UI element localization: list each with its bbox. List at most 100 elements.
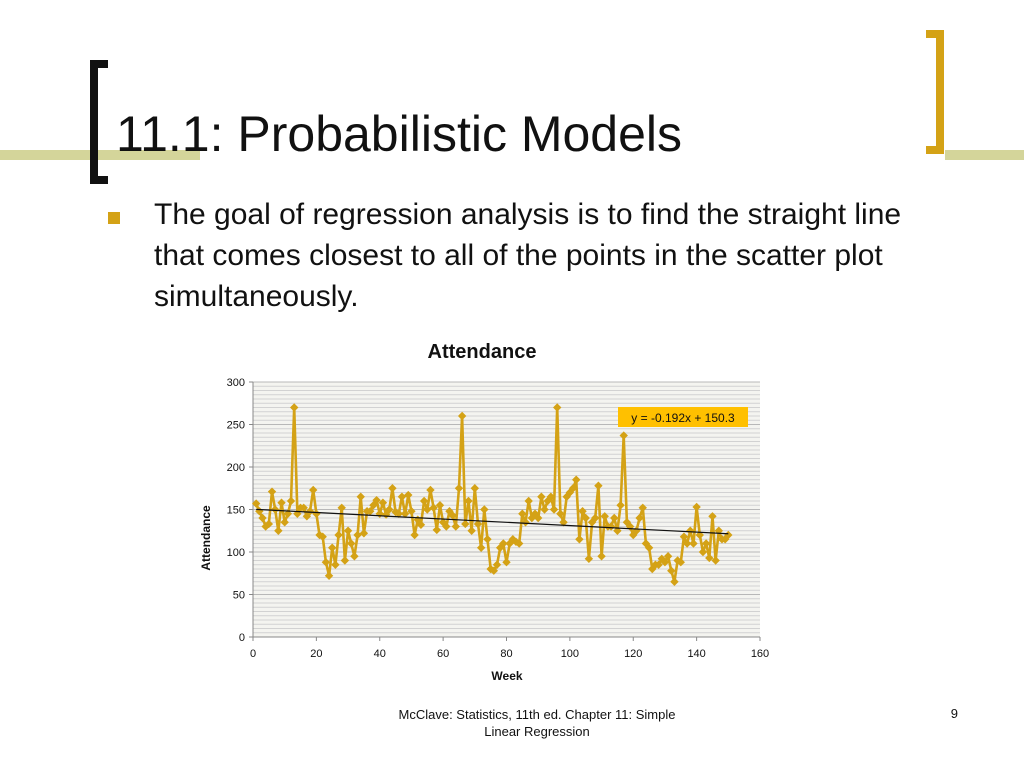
data-point: [591, 513, 600, 523]
decorative-bar-right: [945, 150, 1024, 160]
right-bracket-decoration: [926, 30, 944, 154]
data-point: [470, 484, 480, 493]
y-tick-label: 200: [227, 462, 245, 474]
data-point: [299, 503, 308, 512]
data-point: [597, 552, 606, 561]
data-point: [483, 535, 492, 544]
data-point: [407, 507, 416, 516]
data-point: [423, 505, 432, 514]
y-tick-label: 0: [239, 632, 245, 644]
data-point: [575, 535, 584, 544]
slide-footer: McClave: Statistics, 11th ed. Chapter 11…: [398, 707, 676, 739]
equation-box: [618, 407, 748, 427]
data-point: [581, 513, 590, 523]
data-point: [543, 496, 552, 506]
data-point: [274, 526, 283, 535]
data-point: [251, 499, 261, 508]
data-point: [404, 490, 413, 500]
trendline: [256, 508, 729, 535]
x-tick-label: 0: [250, 648, 256, 660]
data-point: [293, 509, 302, 518]
x-axis-label: Week: [491, 669, 522, 683]
bullet-square-icon: [108, 212, 120, 224]
data-point: [698, 547, 708, 557]
data-point: [426, 485, 435, 495]
data-point: [654, 560, 663, 569]
data-point: [553, 403, 562, 412]
data-point: [619, 431, 628, 440]
data-point: [562, 492, 571, 501]
data-point: [648, 564, 657, 574]
slide-title: 11.1: Probabilistic Models: [116, 106, 683, 162]
data-point: [505, 539, 514, 548]
data-point: [388, 484, 397, 493]
data-point: [258, 513, 267, 523]
data-point: [572, 475, 581, 484]
data-point: [328, 543, 337, 552]
data-point: [695, 530, 704, 540]
data-point: [720, 535, 730, 544]
data-point: [397, 492, 407, 501]
data-point: [524, 496, 533, 506]
x-tick-label: 20: [310, 648, 322, 660]
y-tick-label: 100: [227, 547, 245, 559]
data-point: [638, 503, 647, 512]
y-tick-label: 150: [227, 505, 245, 517]
data-point: [686, 526, 695, 535]
data-point: [673, 556, 682, 565]
data-point: [267, 487, 277, 496]
x-tick-label: 60: [437, 648, 449, 660]
data-point: [394, 509, 403, 518]
data-point: [280, 518, 289, 527]
data-point: [565, 488, 575, 497]
data-point: [521, 518, 530, 527]
data-point: [635, 513, 644, 523]
data-point: [347, 539, 356, 548]
data-point: [622, 518, 632, 527]
data-point: [663, 552, 673, 561]
data-point: [375, 509, 384, 518]
data-point: [549, 505, 559, 514]
data-point: [486, 564, 495, 574]
data-point: [356, 492, 365, 501]
data-point: [286, 496, 296, 506]
data-point: [546, 492, 556, 501]
data-point: [331, 560, 340, 569]
data-point: [610, 513, 619, 523]
data-point: [724, 530, 733, 540]
data-point: [464, 496, 473, 506]
data-point: [305, 507, 315, 516]
x-tick-label: 80: [500, 648, 512, 660]
data-point: [556, 509, 565, 518]
data-point: [711, 556, 720, 565]
data-point: [438, 518, 448, 527]
data-point: [530, 509, 540, 518]
x-tick-label: 140: [687, 648, 705, 660]
data-point: [385, 505, 394, 514]
data-point: [660, 558, 670, 567]
data-point: [616, 501, 625, 510]
data-point: [508, 535, 518, 544]
data-point: [676, 558, 685, 567]
y-tick-label: 300: [227, 377, 245, 389]
data-point: [606, 522, 616, 531]
x-tick-label: 120: [624, 648, 642, 660]
data-point: [312, 509, 321, 518]
data-point: [277, 498, 286, 507]
chart-title: Attendance: [428, 341, 537, 363]
data-point: [559, 518, 568, 527]
decorative-bar-left: [0, 150, 200, 160]
left-bracket-decoration: [90, 60, 108, 184]
x-tick-label: 100: [561, 648, 579, 660]
data-point: [454, 484, 464, 493]
x-tick-label: 40: [374, 648, 386, 660]
data-point: [372, 495, 381, 505]
data-point: [343, 526, 353, 535]
y-axis-label: Attendance: [199, 505, 213, 571]
data-point: [467, 526, 476, 535]
data-point: [692, 502, 701, 512]
data-point: [629, 530, 638, 540]
data-point: [270, 505, 280, 514]
data-point: [289, 403, 299, 412]
x-tick-label: 160: [751, 648, 769, 660]
